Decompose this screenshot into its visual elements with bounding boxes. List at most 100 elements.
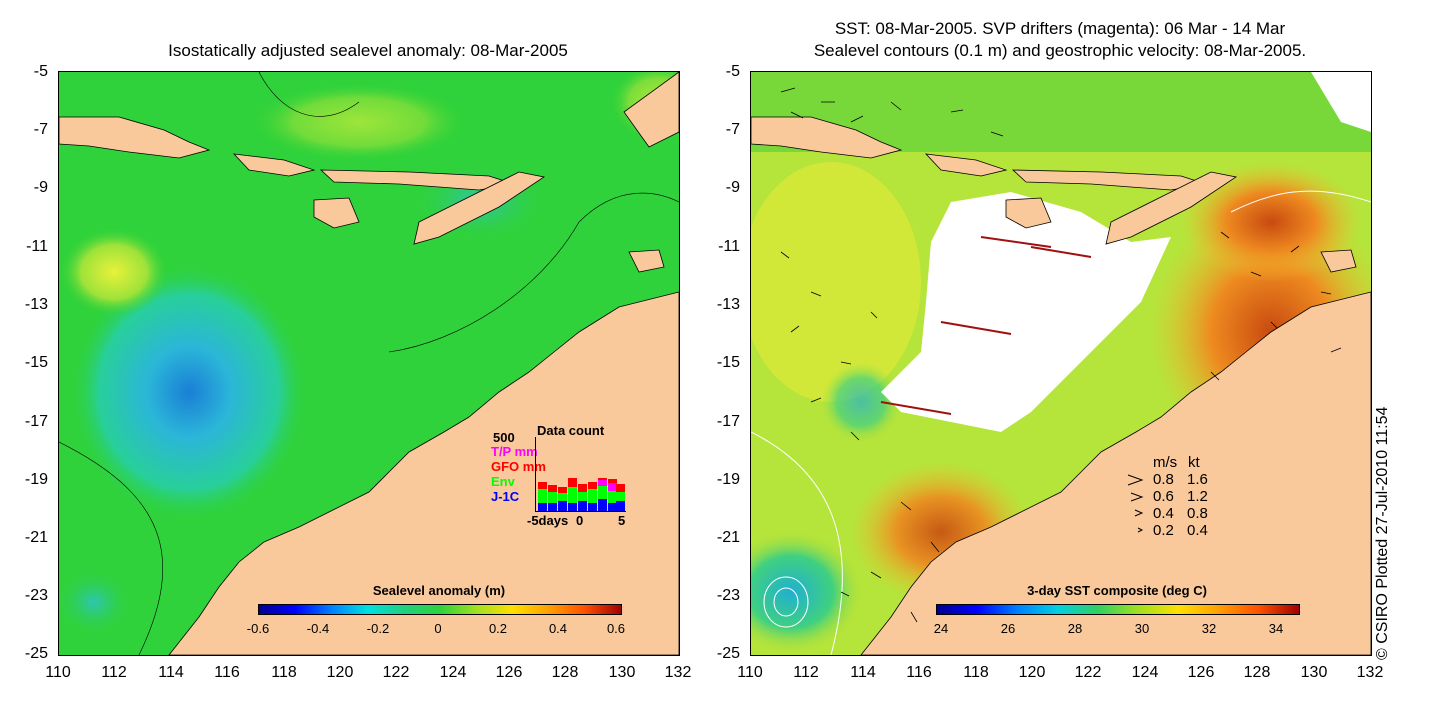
right-x-tick: 122 <box>1074 664 1102 681</box>
right-x-tick: 130 <box>1300 664 1328 681</box>
drifter-track <box>980 236 1052 248</box>
right-x-tick: 126 <box>1187 664 1215 681</box>
data-count-title: Data count <box>537 423 605 438</box>
count-bar <box>558 487 567 511</box>
left-y-tick: -21 <box>24 529 48 546</box>
left-y-tick: -9 <box>33 179 48 196</box>
right-cbar-tick: 34 <box>1268 621 1284 636</box>
right-colorbar-title: 3-day SST composite (deg C) <box>1027 583 1207 598</box>
left-x-tick: 116 <box>214 664 240 681</box>
count-bar <box>608 479 617 511</box>
right-y-tick: -5 <box>725 63 740 80</box>
left-x-tick: 110 <box>45 664 71 681</box>
velocity-legend-row: 0.8 1.6 <box>1153 471 1208 488</box>
right-map-title-line1: SST: 08-Mar-2005. SVP drifters (magenta)… <box>834 19 1286 38</box>
velocity-legend-row: 0.6 1.2 <box>1153 488 1208 505</box>
right-x-tick: 114 <box>850 664 876 681</box>
left-y-tick: -15 <box>24 354 48 371</box>
left-x-tick: 130 <box>608 664 636 681</box>
right-y-tick: -9 <box>725 179 740 196</box>
left-x-tick: 114 <box>158 664 184 681</box>
left-y-tick: -13 <box>24 296 48 313</box>
data-count-x-zero: 0 <box>576 513 584 528</box>
left-cbar-tick: -0.2 <box>366 621 390 636</box>
count-bar <box>548 485 557 511</box>
left-x-tick: 122 <box>382 664 410 681</box>
left-map-title: Isostatically adjusted sealevel anomaly:… <box>168 41 568 60</box>
left-y-tick: -25 <box>24 645 48 662</box>
left-cbar-tick: -0.6 <box>246 621 270 636</box>
left-x-tick: 124 <box>439 664 467 681</box>
velocity-arrows <box>780 87 1342 623</box>
left-x-tick: 128 <box>551 664 579 681</box>
left-x-tick: 118 <box>271 664 297 681</box>
left-cbar-tick: 0 <box>434 621 442 636</box>
right-cbar-tick: 30 <box>1134 621 1150 636</box>
legend-env: Env <box>491 474 515 489</box>
right-y-tick: -17 <box>716 413 740 430</box>
left-x-tick: 132 <box>664 664 692 681</box>
left-cbar-tick: 0.6 <box>606 621 626 636</box>
left-colorbar-title: Sealevel anomaly (m) <box>372 583 506 598</box>
right-y-tick: -19 <box>716 471 740 488</box>
left-y-tick: -5 <box>33 63 48 80</box>
right-x-tick: 132 <box>1356 664 1384 681</box>
velocity-legend-row: 0.4 0.8 <box>1153 505 1208 522</box>
left-y-tick: -17 <box>24 413 48 430</box>
right-cbar-tick: 32 <box>1201 621 1217 636</box>
sst-colorbar <box>936 604 1300 615</box>
right-y-tick: -7 <box>725 121 740 138</box>
left-y-tick: -11 <box>26 238 48 255</box>
csiro-credit: © CSIRO Plotted 27-Jul-2010 11:54 <box>1374 406 1391 660</box>
left-cbar-tick: 0.4 <box>548 621 568 636</box>
left-x-tick: 120 <box>326 664 354 681</box>
data-count-x-end: 5 <box>618 513 626 528</box>
right-y-tick: -23 <box>716 587 740 604</box>
right-x-tick: 128 <box>1243 664 1271 681</box>
australia-landmass <box>168 291 679 655</box>
count-bar <box>568 478 577 511</box>
right-x-tick: 118 <box>963 664 989 681</box>
left-cbar-tick: -0.4 <box>306 621 330 636</box>
legend-gfo: GFO mm <box>491 459 546 474</box>
low-anomaly-eddy <box>69 262 309 522</box>
right-x-tick: 120 <box>1018 664 1046 681</box>
left-x-tick: 112 <box>101 664 127 681</box>
count-bar <box>616 484 625 511</box>
data-count-max: 500 <box>493 430 515 445</box>
sealevel-anomaly-map <box>58 71 680 656</box>
right-cbar-tick: 28 <box>1067 621 1083 636</box>
data-count-bars <box>535 437 626 512</box>
right-y-tick: -13 <box>716 296 740 313</box>
right-map-title-line2: Sealevel contours (0.1 m) and geostrophi… <box>813 41 1307 60</box>
count-bar <box>588 482 597 511</box>
count-bar <box>598 478 607 511</box>
right-y-tick: -15 <box>716 354 740 371</box>
count-bar <box>538 482 547 511</box>
data-count-x-start: -5days <box>527 513 569 528</box>
left-cbar-tick: 0.2 <box>488 621 508 636</box>
velocity-legend-ms-header: m/s <box>1153 454 1178 471</box>
sst-velocity-map <box>750 71 1372 656</box>
right-x-tick: 112 <box>793 664 819 681</box>
java-island <box>59 116 211 159</box>
right-x-tick: 124 <box>1131 664 1159 681</box>
right-x-tick: 110 <box>737 664 763 681</box>
right-y-tick: -11 <box>718 238 740 255</box>
right-y-tick: -21 <box>716 529 740 546</box>
velocity-legend-kt-header: kt <box>1188 454 1200 471</box>
sealevel-colorbar <box>258 604 622 615</box>
australia-landmass <box>860 291 1371 655</box>
velocity-legend-arrows <box>1127 474 1144 533</box>
legend-j1c: J-1C <box>491 489 520 504</box>
legend-tp: T/P mm <box>491 444 538 459</box>
right-y-tick: -25 <box>716 645 740 662</box>
count-bar <box>578 484 587 511</box>
velocity-legend-row: 0.2 0.4 <box>1153 522 1208 539</box>
left-x-tick: 126 <box>495 664 523 681</box>
cloud-gap-white <box>881 192 1171 432</box>
right-x-tick: 116 <box>906 664 932 681</box>
left-y-tick: -7 <box>33 121 48 138</box>
right-cbar-tick: 26 <box>1000 621 1016 636</box>
left-y-tick: -19 <box>24 471 48 488</box>
